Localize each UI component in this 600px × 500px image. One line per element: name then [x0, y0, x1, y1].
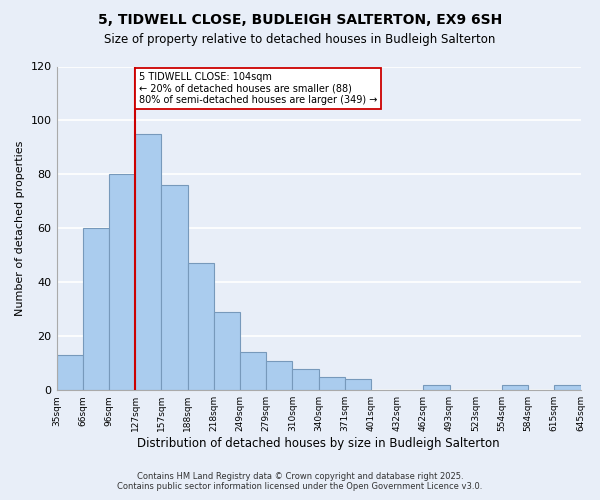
Bar: [266, 360, 292, 390]
Text: 5, TIDWELL CLOSE, BUDLEIGH SALTERTON, EX9 6SH: 5, TIDWELL CLOSE, BUDLEIGH SALTERTON, EX…: [98, 12, 502, 26]
Bar: [56, 355, 83, 390]
Bar: [502, 385, 528, 390]
Bar: [424, 385, 449, 390]
Bar: [554, 385, 581, 390]
Text: 5 TIDWELL CLOSE: 104sqm
← 20% of detached houses are smaller (88)
80% of semi-de: 5 TIDWELL CLOSE: 104sqm ← 20% of detache…: [139, 72, 377, 105]
Bar: [135, 134, 161, 390]
Bar: [345, 380, 371, 390]
Y-axis label: Number of detached properties: Number of detached properties: [15, 140, 25, 316]
Bar: [292, 368, 319, 390]
Bar: [319, 376, 345, 390]
Bar: [161, 185, 188, 390]
X-axis label: Distribution of detached houses by size in Budleigh Salterton: Distribution of detached houses by size …: [137, 437, 500, 450]
Bar: [214, 312, 240, 390]
Text: Size of property relative to detached houses in Budleigh Salterton: Size of property relative to detached ho…: [104, 32, 496, 46]
Bar: [109, 174, 135, 390]
Text: Contains HM Land Registry data © Crown copyright and database right 2025.
Contai: Contains HM Land Registry data © Crown c…: [118, 472, 482, 491]
Bar: [240, 352, 266, 390]
Bar: [188, 264, 214, 390]
Bar: [83, 228, 109, 390]
